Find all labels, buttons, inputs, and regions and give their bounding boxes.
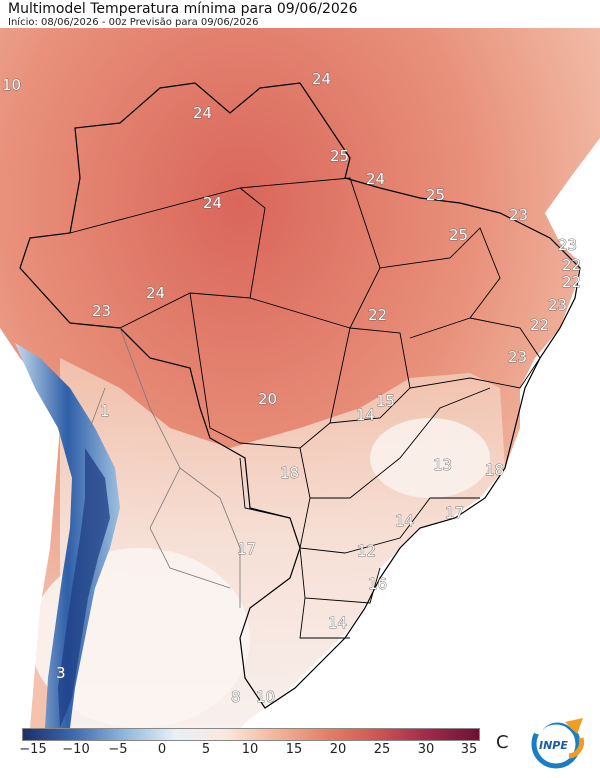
value-label: 23 bbox=[558, 236, 577, 254]
value-label: 13 bbox=[433, 456, 452, 474]
colorbar-tick: −10 bbox=[62, 742, 90, 757]
value-label: 14 bbox=[395, 512, 414, 530]
value-label: 18 bbox=[280, 464, 299, 482]
value-label: 10 bbox=[256, 688, 275, 706]
value-label: 24 bbox=[193, 104, 212, 122]
value-label: 23 bbox=[509, 206, 528, 224]
brazil-border bbox=[19, 82, 581, 709]
value-label: 15 bbox=[376, 392, 395, 410]
value-label: 20 bbox=[258, 390, 277, 408]
value-label: 18 bbox=[485, 461, 504, 479]
map-title: Multimodel Temperatura mínima para 09/06… bbox=[8, 1, 358, 17]
neighbor-borders bbox=[89, 327, 241, 608]
value-label: 24 bbox=[312, 70, 331, 88]
colorbar-tick: 25 bbox=[373, 742, 391, 757]
value-label: 23 bbox=[508, 348, 527, 366]
value-label: 3 bbox=[56, 664, 66, 682]
value-label: 16 bbox=[368, 575, 387, 593]
value-label: 25 bbox=[449, 226, 468, 244]
state-borders bbox=[69, 177, 541, 639]
value-label: 24 bbox=[146, 284, 165, 302]
value-label: 24 bbox=[203, 194, 222, 212]
colorbar-tick: 35 bbox=[460, 742, 478, 757]
value-label: 17 bbox=[237, 540, 256, 558]
value-label: 22 bbox=[562, 256, 581, 274]
colorbar-tick: −15 bbox=[19, 742, 47, 757]
inpe-logo: INPE bbox=[525, 712, 591, 774]
andes-cold-band bbox=[15, 343, 120, 728]
colorbar-tick: 5 bbox=[201, 742, 211, 757]
value-label: 23 bbox=[92, 302, 111, 320]
unit-label: C bbox=[496, 732, 509, 753]
value-label: 12 bbox=[357, 542, 376, 560]
value-label: 8 bbox=[231, 688, 241, 706]
value-label: 14 bbox=[356, 406, 375, 424]
value-label: 14 bbox=[328, 614, 347, 632]
colorbar-tick: 30 bbox=[417, 742, 435, 757]
value-label: 22 bbox=[530, 316, 549, 334]
colorbar bbox=[22, 728, 480, 741]
value-label: 1 bbox=[100, 402, 110, 420]
colorbar-tick: 10 bbox=[241, 742, 259, 757]
colorbar-tick: 0 bbox=[157, 742, 167, 757]
colorbar-labels: −15 −10 −5 0 5 10 15 20 25 30 35 bbox=[0, 742, 600, 762]
temperature-map: 10 24 24 24 25 24 25 23 25 23 22 22 23 2… bbox=[0, 28, 600, 728]
colorbar-tick: −5 bbox=[108, 742, 128, 757]
value-label: 22 bbox=[368, 306, 387, 324]
value-label: 17 bbox=[445, 504, 464, 522]
andes-core bbox=[58, 448, 110, 728]
value-label: 25 bbox=[330, 147, 349, 165]
value-label: 10 bbox=[2, 76, 21, 94]
value-label: 23 bbox=[548, 296, 567, 314]
highland-patch bbox=[370, 418, 490, 498]
pacific-ocean bbox=[0, 328, 60, 728]
value-label: 22 bbox=[562, 273, 581, 291]
colorbar-tick: 20 bbox=[329, 742, 347, 757]
colorbar-tick: 15 bbox=[285, 742, 303, 757]
logo-text: INPE bbox=[539, 739, 568, 752]
header: Multimodel Temperatura mínima para 09/06… bbox=[8, 2, 358, 28]
temperature-values: 10 24 24 24 25 24 25 23 25 23 22 22 23 2… bbox=[2, 70, 582, 707]
value-label: 25 bbox=[426, 186, 445, 204]
forecast-info: Início: 08/06/2026 - 00z Previsão para 0… bbox=[8, 17, 259, 28]
value-label: 24 bbox=[366, 170, 385, 188]
